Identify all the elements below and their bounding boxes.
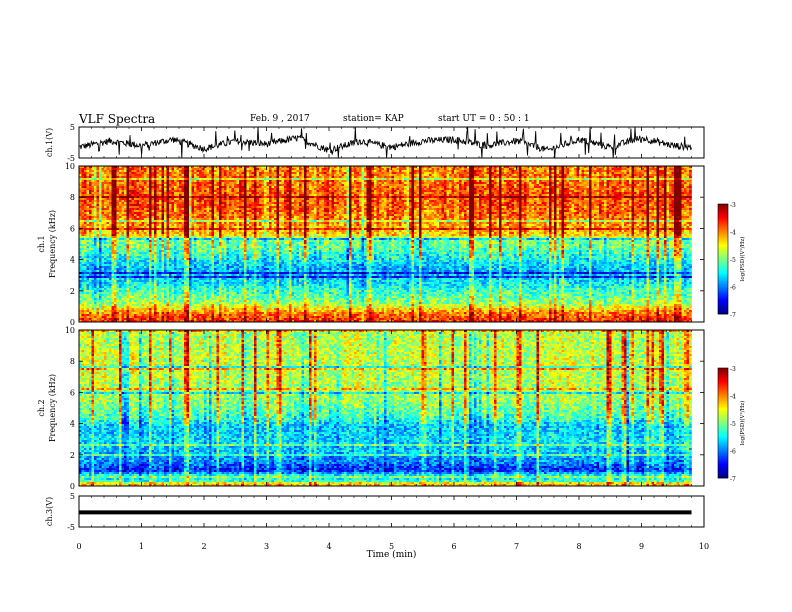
y-tick-label: 10 <box>65 162 75 171</box>
y-tick-label: 4 <box>70 420 75 429</box>
y-tick-label: 0 <box>70 482 75 491</box>
x-tick-label: 10 <box>699 542 709 551</box>
x-tick-label: 0 <box>76 542 81 551</box>
y-tick-label: 5 <box>70 123 75 132</box>
vlf-figure: -55ch.1(V)0246810ch.1 Frequency (kHz)-7-6… <box>0 0 792 612</box>
y-axis-label: ch.1(V) <box>45 128 54 157</box>
colorbar-tick-label: -5 <box>730 421 736 428</box>
y-axis-label: ch.3(V) <box>45 497 54 526</box>
y-tick-label: 5 <box>70 492 75 501</box>
y-tick-label: 8 <box>70 357 75 366</box>
colorbar-tick-label: -6 <box>730 285 736 292</box>
x-tick-label: 6 <box>451 542 456 551</box>
y-axis-channel-label: ch.1 <box>37 235 46 252</box>
x-tick-label: 2 <box>201 542 206 551</box>
x-tick-label: 8 <box>576 542 581 551</box>
colorbar-tick-label: -6 <box>730 449 736 456</box>
ch1-waveform-line <box>79 127 692 158</box>
x-tick-label: 4 <box>326 542 331 551</box>
y-axis-label: Frequency (kHz) <box>48 210 57 278</box>
y-axis-channel-label: ch.2 <box>37 399 46 416</box>
x-tick-label: 3 <box>264 542 269 551</box>
colorbar-tick-label: -3 <box>730 202 736 209</box>
x-axis-label: Time (min) <box>367 549 417 560</box>
x-tick-label: 7 <box>514 542 519 551</box>
spectrogram-cells-ch2 <box>79 330 692 486</box>
y-tick-label: 6 <box>70 388 75 397</box>
y-tick-label: 10 <box>65 326 75 335</box>
panel-frame <box>79 127 704 158</box>
colorbar-tick-label: -5 <box>730 257 736 264</box>
x-tick-label: 9 <box>639 542 644 551</box>
colorbar-label: log(PSD)(V²/Hz) <box>739 237 746 282</box>
y-axis-label: Frequency (kHz) <box>48 374 57 442</box>
colorbar-label: log(PSD)(V²/Hz) <box>739 401 746 446</box>
colorbar-tick-label: -3 <box>730 366 736 373</box>
spectrogram-cells-ch1 <box>79 166 692 322</box>
y-tick-label: 4 <box>70 256 75 265</box>
y-tick-label: 6 <box>70 224 75 233</box>
x-tick-label: 1 <box>139 542 144 551</box>
y-tick-label: 2 <box>70 287 75 296</box>
y-tick-label: 8 <box>70 193 75 202</box>
colorbar-tick-label: -4 <box>730 230 736 237</box>
colorbar-tick-label: -4 <box>730 394 736 401</box>
y-tick-label: -5 <box>67 523 75 532</box>
y-tick-label: 2 <box>70 451 75 460</box>
colorbar-tick-label: -7 <box>730 312 736 319</box>
colorbar-tick-label: -7 <box>730 476 736 483</box>
